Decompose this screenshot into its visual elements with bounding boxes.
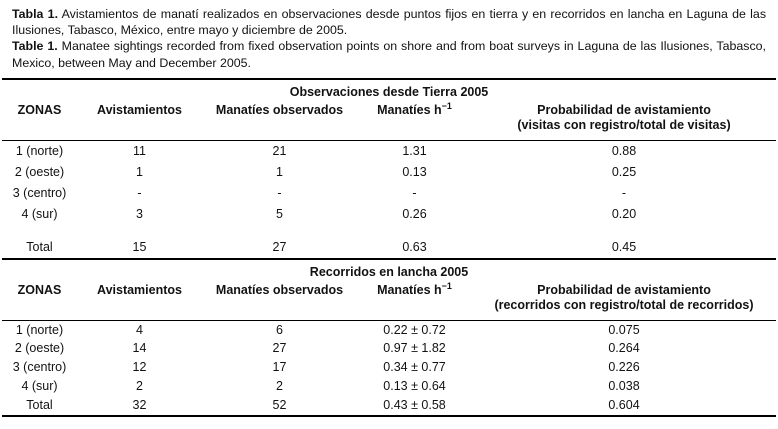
cell-total-label: Total bbox=[26, 240, 53, 255]
section-row-lancha: Recorridos en lancha 2005 bbox=[2, 257, 776, 282]
cell-probabilidad: 0.038 bbox=[608, 379, 640, 393]
cell-manaties-h: 0.97 ± 1.82 bbox=[383, 341, 446, 356]
manaties-h-exponent: −1 bbox=[441, 280, 452, 291]
cell-manaties-observados: 17 bbox=[272, 360, 287, 375]
caption-label-en: Table 1. bbox=[12, 39, 58, 54]
table-row-centro-tierra: 3 (centro) - - - - bbox=[2, 183, 776, 204]
cell-probabilidad: 0.075 bbox=[472, 319, 776, 340]
section-title-tierra: Observaciones desde Tierra 2005 bbox=[2, 77, 776, 102]
cell-manaties-observados: 2 bbox=[276, 379, 283, 393]
cell-manaties-h: 0.22 ± 0.72 bbox=[357, 319, 472, 340]
cell-manaties-observados: 5 bbox=[276, 207, 283, 222]
col-header-zonas: ZONAS bbox=[17, 102, 62, 117]
cell-total-manaties-observados: 52 bbox=[202, 396, 357, 417]
col-header-avistamientos: Avistamientos bbox=[97, 282, 182, 297]
header-row-tierra: ZONAS Avistamientos Manatíes observados … bbox=[2, 100, 776, 141]
cell-manaties-h: 0.13 bbox=[402, 165, 427, 180]
col-header-zonas: ZONAS bbox=[17, 282, 62, 297]
probabilidad-line1: Probabilidad de avistamiento bbox=[537, 282, 711, 297]
table-row-norte-lancha: 1 (norte) 4 6 0.22 ± 0.72 0.075 bbox=[2, 319, 776, 340]
manaties-h-label: Manatíes h bbox=[377, 102, 442, 117]
cell-manaties-observados: 1 bbox=[276, 165, 283, 180]
manatee-sightings-table: Observaciones desde Tierra 2005 ZONAS Av… bbox=[2, 77, 776, 417]
cell-avistamientos: 4 bbox=[77, 319, 202, 340]
cell-total-probabilidad: 0.604 bbox=[472, 396, 776, 417]
table-row-sur-lancha: 4 (sur) 2 2 0.13 ± 0.64 0.038 bbox=[2, 377, 776, 396]
cell-manaties-observados: 6 bbox=[202, 319, 357, 340]
cell-manaties-h: 1.31 bbox=[357, 139, 472, 162]
section-title-lancha: Recorridos en lancha 2005 bbox=[2, 257, 776, 282]
probabilidad-line2: (recorridos con registro/total de recorr… bbox=[494, 298, 754, 313]
cell-probabilidad: 0.264 bbox=[608, 341, 640, 356]
total-row-tierra: Total 15 27 0.63 0.45 bbox=[2, 237, 776, 259]
cell-total-manaties-observados: 27 bbox=[272, 240, 287, 255]
manaties-h-exponent: −1 bbox=[441, 100, 452, 111]
col-header-probabilidad: Probabilidad de avistamiento (recorridos … bbox=[472, 282, 776, 321]
col-header-probabilidad: Probabilidad de avistamiento (visitas con… bbox=[472, 102, 776, 141]
col-header-manaties-observados: Manatíes observados bbox=[215, 282, 344, 297]
cell-total-manaties-h: 0.63 bbox=[402, 240, 427, 255]
cell-total-manaties-h: 0.43 ± 0.58 bbox=[357, 396, 472, 417]
cell-manaties-h: - bbox=[412, 186, 417, 201]
table-row-centro-lancha: 3 (centro) 12 17 0.34 ± 0.77 0.226 bbox=[2, 358, 776, 377]
cell-avistamientos: 14 bbox=[132, 341, 147, 356]
cell-zona: 3 (centro) bbox=[12, 360, 67, 375]
col-header-manaties-observados: Manatíes observados bbox=[215, 102, 344, 117]
cell-avistamientos: 3 bbox=[136, 207, 143, 222]
caption-text-es: Avistamientos de manatí realizados en ob… bbox=[12, 7, 767, 38]
cell-zona: 3 (centro) bbox=[12, 186, 67, 201]
col-header-avistamientos: Avistamientos bbox=[97, 102, 182, 117]
cell-probabilidad: 0.226 bbox=[608, 360, 640, 375]
cell-manaties-h: 0.26 bbox=[402, 207, 427, 222]
col-header-manaties-h: Manatíes h−1 bbox=[357, 100, 472, 141]
cell-total-label: Total bbox=[2, 396, 77, 417]
header-row-lancha: ZONAS Avistamientos Manatíes observados … bbox=[2, 280, 776, 321]
cell-avistamientos: 1 bbox=[136, 165, 143, 180]
cell-avistamientos: 12 bbox=[132, 360, 147, 375]
cell-manaties-h: 0.13 ± 0.64 bbox=[383, 379, 446, 393]
cell-probabilidad: 0.20 bbox=[611, 207, 637, 222]
cell-manaties-h: 0.34 ± 0.77 bbox=[383, 360, 446, 375]
col-header-manaties-h: Manatíes h−1 bbox=[357, 280, 472, 321]
caption-label-es: Tabla 1. bbox=[12, 7, 59, 21]
caption-text-en: Manatee sightings recorded from fixed ob… bbox=[12, 39, 766, 70]
cell-avistamientos: - bbox=[137, 186, 142, 201]
cell-zona: 1 (norte) bbox=[2, 139, 77, 162]
cell-manaties-observados: 27 bbox=[272, 341, 287, 356]
cell-manaties-observados: 21 bbox=[202, 139, 357, 162]
cell-manaties-observados: - bbox=[277, 186, 282, 201]
section-row-tierra: Observaciones desde Tierra 2005 bbox=[2, 77, 776, 102]
caption-spanish: Tabla 1. Avistamientos de manatí realiza… bbox=[0, 0, 778, 38]
table-row-sur-tierra: 4 (sur) 3 5 0.26 0.20 bbox=[2, 204, 776, 225]
cell-avistamientos: 11 bbox=[77, 139, 202, 162]
table-row-norte-tierra: 1 (norte) 11 21 1.31 0.88 bbox=[2, 139, 776, 162]
cell-total-probabilidad: 0.45 bbox=[611, 240, 637, 255]
cell-zona: 4 (sur) bbox=[21, 379, 58, 393]
cell-zona: 1 (norte) bbox=[2, 319, 77, 340]
manaties-h-label: Manatíes h bbox=[377, 282, 442, 297]
cell-avistamientos: 2 bbox=[136, 379, 143, 393]
cell-probabilidad: 0.25 bbox=[611, 165, 637, 180]
probabilidad-line2: (visitas con registro/total de visitas) bbox=[517, 118, 731, 133]
spacer-row bbox=[2, 225, 776, 237]
table-row-oeste-lancha: 2 (oeste) 14 27 0.97 ± 1.82 0.264 bbox=[2, 340, 776, 359]
cell-zona: 2 (oeste) bbox=[14, 165, 65, 180]
cell-total-avistamientos: 15 bbox=[132, 240, 147, 255]
probabilidad-line1: Probabilidad de avistamiento bbox=[537, 102, 711, 117]
cell-total-avistamientos: 32 bbox=[77, 396, 202, 417]
total-row-lancha: Total 32 52 0.43 ± 0.58 0.604 bbox=[2, 396, 776, 417]
cell-zona: 4 (sur) bbox=[21, 207, 58, 222]
cell-probabilidad: - bbox=[621, 186, 627, 201]
cell-probabilidad: 0.88 bbox=[472, 139, 776, 162]
table-row-oeste-tierra: 2 (oeste) 1 1 0.13 0.25 bbox=[2, 162, 776, 183]
cell-zona: 2 (oeste) bbox=[14, 341, 65, 356]
caption-english: Table 1. Manatee sightings recorded from… bbox=[0, 38, 778, 70]
